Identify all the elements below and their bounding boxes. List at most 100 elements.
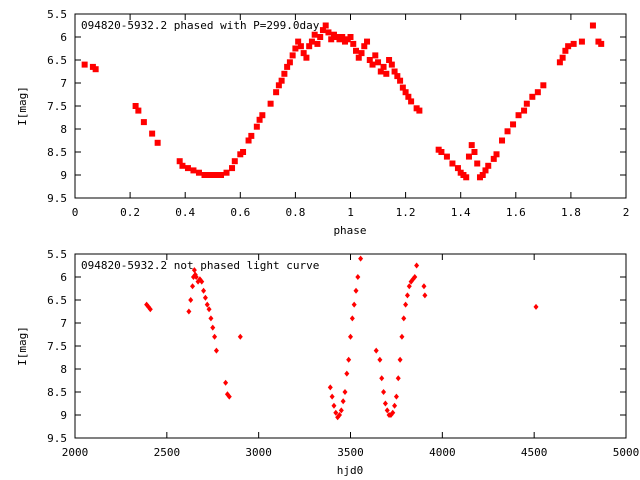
unphased-data-point — [533, 303, 539, 310]
unphased-data-point — [190, 283, 196, 290]
unphased-data-point — [342, 389, 348, 395]
unphased-data-point — [333, 409, 339, 416]
phased-data-point — [556, 59, 563, 66]
phased-data-point — [383, 70, 390, 77]
phased-data-point — [319, 27, 326, 34]
unphased-points — [144, 255, 539, 421]
phased-data-point — [273, 89, 280, 96]
unphased-data-point — [212, 333, 218, 340]
unphased-data-point — [327, 384, 333, 391]
unphased-data-point — [188, 297, 194, 303]
unphased-data-point — [346, 356, 352, 363]
phased-data-point — [190, 167, 197, 174]
phased-plot-title: 094820-5932.2 phased with P=299.0day — [81, 19, 320, 32]
unphased-data-point — [399, 333, 405, 340]
unphased-data-point — [395, 375, 401, 382]
phased-data-point — [534, 89, 541, 96]
phased-data-point — [504, 128, 511, 135]
phased-data-point — [295, 38, 302, 45]
unphased-y-tick-label: 5.5 — [47, 248, 67, 261]
phased-data-point — [386, 57, 393, 63]
phased-y-tick-label: 5.5 — [47, 8, 67, 21]
unphased-data-point — [373, 347, 379, 354]
unphased-data-point — [237, 333, 243, 340]
phased-data-point — [490, 155, 497, 162]
phased-data-point — [328, 36, 335, 43]
phased-data-point — [245, 137, 252, 144]
phased-data-point — [339, 34, 346, 40]
unphased-data-point — [210, 324, 216, 331]
unphased-data-point — [213, 347, 219, 354]
phased-y-tick-label: 9 — [60, 169, 67, 182]
unphased-data-point — [393, 393, 399, 400]
phased-x-tick-label: 2 — [623, 206, 630, 219]
unphased-data-point — [401, 315, 407, 322]
unphased-data-point — [329, 393, 335, 400]
phased-data-point — [402, 89, 409, 96]
phased-x-ticks: 0 0.2 0.4 0.6 0.8 1 1.2 1.4 1.6 1.8 2 — [72, 14, 630, 219]
phased-data-point — [311, 31, 318, 38]
phased-data-point — [132, 103, 139, 109]
phased-data-point — [275, 82, 282, 89]
phased-data-point — [300, 50, 307, 57]
unphased-data-point — [147, 306, 153, 313]
phased-data-point — [267, 100, 274, 107]
unphased-plot-title: 094820-5932.2 not phased light curve — [81, 259, 319, 272]
phased-data-point — [248, 132, 255, 139]
phased-data-point — [218, 172, 225, 178]
phased-data-point — [212, 172, 219, 178]
unphased-y-tick-label: 7 — [60, 317, 67, 330]
phased-data-point — [468, 142, 475, 149]
phased-data-point — [201, 172, 208, 178]
phased-data-point — [81, 61, 88, 68]
unphased-data-point — [422, 292, 428, 299]
phased-data-point — [380, 63, 387, 70]
phased-data-point — [375, 59, 382, 66]
phased-data-point — [297, 43, 304, 50]
unphased-data-point — [421, 283, 427, 290]
phased-data-point — [350, 40, 357, 47]
unphased-data-point — [379, 375, 385, 382]
unphased-y-tick-label: 7.5 — [47, 340, 67, 353]
phased-y-tick-label: 6 — [60, 31, 67, 44]
phased-x-tick-label: 1.6 — [506, 206, 526, 219]
phased-data-point — [474, 160, 481, 167]
unphased-data-point — [348, 333, 353, 340]
phased-data-point — [364, 38, 371, 45]
unphased-data-point — [397, 356, 403, 363]
phased-data-point — [463, 174, 470, 181]
unphased-y-tick-label: 6 — [60, 271, 67, 284]
phased-data-point — [286, 59, 293, 66]
phased-data-point — [493, 151, 500, 158]
phased-data-point — [499, 137, 506, 144]
phased-data-point — [397, 77, 404, 84]
phased-y-tick-label: 6.5 — [47, 54, 67, 67]
unphased-data-point — [208, 315, 214, 322]
phased-data-point — [416, 107, 423, 114]
phased-x-tick-label: 0.4 — [175, 206, 195, 219]
phased-y-tick-label: 8.5 — [47, 146, 67, 159]
unphased-y-tick-label: 8 — [60, 363, 67, 376]
unphased-data-point — [412, 274, 418, 280]
unphased-x-tick-label: 4500 — [521, 446, 548, 459]
phased-data-point — [303, 54, 310, 61]
phased-data-point — [306, 43, 313, 50]
phased-data-point — [231, 158, 238, 165]
phased-data-point — [308, 38, 315, 45]
unphased-data-point — [204, 301, 210, 308]
phased-data-point — [179, 162, 186, 169]
phased-y-tick-label: 8 — [60, 123, 67, 136]
phased-data-point — [317, 34, 324, 40]
unphased-data-point — [403, 301, 409, 308]
phased-data-point — [485, 162, 492, 169]
unphased-plot-frame — [74, 253, 627, 439]
phased-data-point — [292, 45, 299, 52]
unphased-data-point — [404, 292, 410, 299]
phased-data-point — [259, 112, 266, 119]
unphased-data-point — [377, 356, 383, 363]
phased-data-point — [223, 169, 230, 176]
unphased-data-point — [384, 407, 390, 414]
phased-data-point — [92, 66, 99, 73]
phased-data-point — [358, 50, 365, 57]
